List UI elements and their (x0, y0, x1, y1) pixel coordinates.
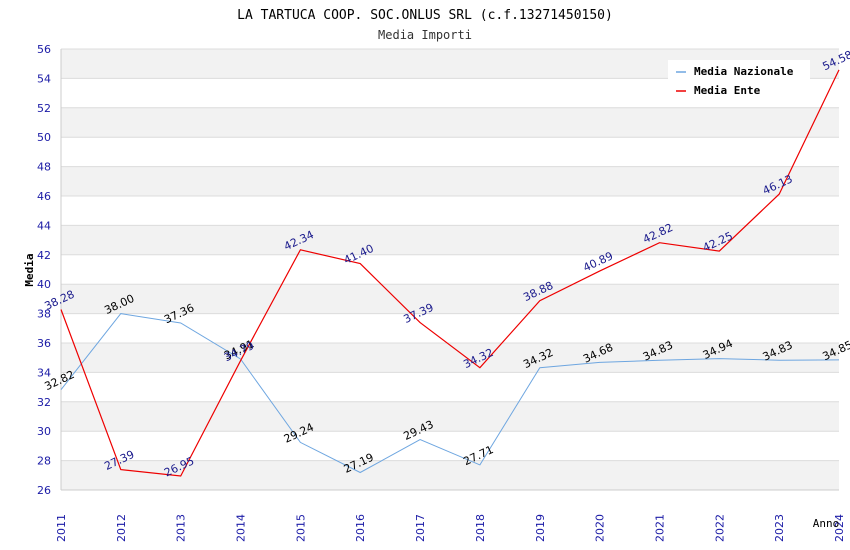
grid-band (61, 401, 839, 432)
y-tick-label: 50 (37, 131, 51, 144)
y-tick-label: 30 (37, 425, 51, 438)
x-tick-label: 2023 (773, 514, 786, 542)
chart-subtitle: Media Importi (378, 28, 472, 42)
grid-band (61, 343, 839, 373)
y-tick-label: 46 (37, 190, 51, 203)
grid-band (61, 107, 839, 138)
y-tick-label: 40 (37, 278, 51, 291)
x-tick-label: 2015 (294, 514, 307, 542)
x-axis-label: Anno (813, 517, 840, 530)
x-tick-label: 2017 (414, 514, 427, 542)
y-tick-label: 48 (37, 161, 51, 174)
y-axis: 26 28 30 32 34 36 38 40 42 44 46 48 50 52 54 56 (37, 43, 51, 497)
x-tick-label: 2016 (354, 514, 367, 542)
x-tick-label: 2022 (713, 514, 726, 542)
y-tick-label: 52 (37, 102, 51, 115)
legend: Media Nazionale Media Ente (668, 60, 810, 102)
y-tick-label: 42 (37, 249, 51, 262)
y-tick-label: 28 (37, 455, 51, 468)
legend-box (668, 60, 810, 102)
y-tick-label: 44 (37, 219, 51, 232)
series-line-media-nazionale (60, 313, 840, 474)
x-tick-label: 2019 (534, 514, 547, 542)
grid-band (61, 460, 839, 490)
x-tick-label: 2013 (175, 514, 188, 542)
x-axis: 2011 2012 2013 2014 2015 2016 2017 2018 2019 2020… (55, 514, 846, 542)
grid-band (61, 284, 839, 314)
y-tick-label: 38 (37, 308, 51, 321)
x-tick-label: 2011 (55, 514, 68, 542)
y-tick-label: 56 (37, 43, 51, 56)
y-tick-label: 36 (37, 337, 51, 350)
x-tick-label: 2020 (594, 514, 607, 542)
x-tick-label: 2012 (115, 514, 128, 542)
x-tick-label: 2024 (833, 514, 846, 542)
y-tick-label: 26 (37, 484, 51, 497)
series-group (60, 69, 840, 477)
grid-band (61, 166, 839, 196)
series-line-media-ente (60, 69, 840, 477)
y-tick-label: 34 (37, 366, 51, 379)
x-tick-label: 2014 (235, 514, 248, 542)
x-tick-label: 2021 (653, 514, 666, 542)
grid-bands (60, 48, 839, 491)
chart-title: LA TARTUCA COOP. SOC.ONLUS SRL (c.f.1327… (237, 8, 613, 23)
x-tick-label: 2018 (474, 514, 487, 542)
legend-label-media-ente: Media Ente (694, 84, 761, 97)
y-axis-label: Media (23, 253, 36, 286)
y-tick-label: 54 (37, 72, 51, 85)
y-tick-label: 32 (37, 396, 51, 409)
legend-label-media-nazionale: Media Nazionale (694, 65, 794, 78)
